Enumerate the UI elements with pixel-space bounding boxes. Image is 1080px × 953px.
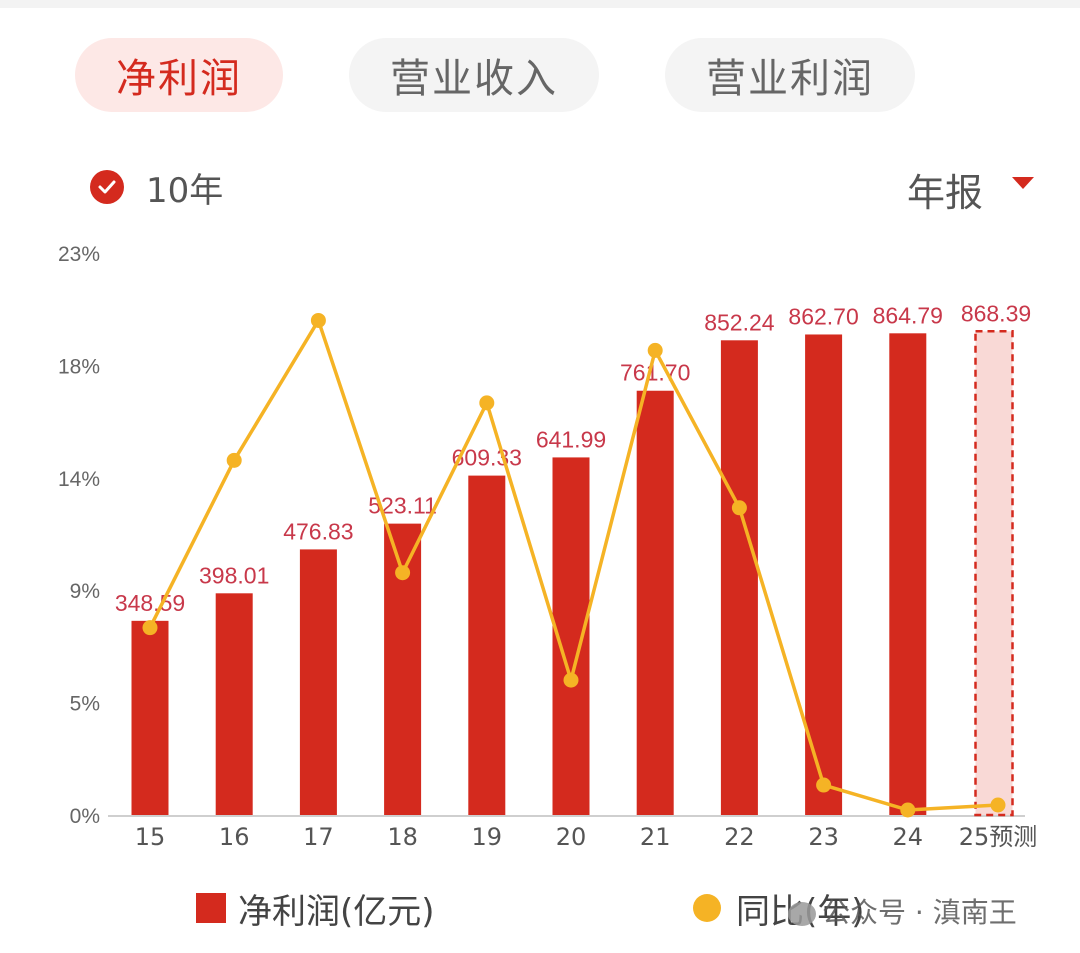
bar-value-label: 609.33	[452, 445, 522, 471]
bar-value-label: 398.01	[199, 562, 269, 588]
forecast-bar	[974, 330, 1014, 817]
watermark-text: 公众号 · 滇南王	[822, 896, 1017, 929]
caret-down-icon[interactable]	[1012, 177, 1034, 189]
x-tick-label: 24	[893, 823, 924, 850]
y-tick-label: 5%	[70, 693, 100, 716]
x-tick-label: 15	[135, 823, 166, 850]
checkbox-10-years[interactable]	[90, 170, 124, 204]
top-strip	[0, 0, 1080, 8]
yoy-point	[395, 565, 411, 581]
range-label: 10年	[146, 171, 224, 211]
bar	[889, 333, 927, 815]
yoy-point	[563, 672, 579, 688]
legend-line-swatch	[693, 894, 721, 922]
bar	[720, 340, 758, 815]
bar	[805, 334, 843, 815]
bar-value-label: 476.83	[283, 518, 353, 544]
y-tick-label: 14%	[58, 468, 100, 491]
wechat-logo-icon	[788, 902, 816, 926]
yoy-point	[731, 500, 747, 516]
x-tick-label: 25预测	[959, 823, 1038, 850]
x-tick-label: 20	[556, 823, 587, 850]
yoy-point	[816, 777, 832, 793]
x-tick-label: 16	[219, 823, 250, 850]
x-tick-label: 22	[724, 823, 755, 850]
bar-value-label: 868.39	[961, 300, 1031, 326]
legend-bar-swatch	[196, 893, 226, 923]
yoy-point	[990, 797, 1006, 813]
bar-value-label: 348.59	[115, 590, 185, 616]
bar	[131, 620, 169, 815]
y-tick-label: 18%	[58, 355, 100, 378]
bar-value-label: 862.70	[788, 303, 858, 329]
y-tick-label: 23%	[58, 243, 100, 266]
x-tick-label: 19	[472, 823, 503, 850]
net-profit-chart: 23%18%14%9%5%0%348.59398.01476.83523.116…	[58, 243, 1038, 850]
period-select[interactable]: 年报	[907, 171, 984, 215]
watermark: 公众号 · 滇南王	[788, 891, 1017, 931]
bar-value-label: 641.99	[536, 426, 606, 452]
yoy-point	[310, 312, 326, 328]
tab-operating-profit[interactable]: 营业利润	[665, 38, 915, 112]
tab-revenue[interactable]: 营业收入	[349, 38, 599, 112]
bar	[299, 549, 337, 815]
legend-bar-label: 净利润(亿元)	[238, 892, 435, 932]
y-tick-label: 0%	[70, 805, 100, 828]
y-tick-label: 9%	[70, 580, 100, 603]
yoy-point	[900, 802, 916, 818]
bar	[636, 390, 674, 815]
bar-value-label: 761.70	[620, 360, 690, 386]
bar-value-label: 864.79	[873, 302, 943, 328]
x-tick-label: 18	[387, 823, 418, 850]
check-icon	[98, 180, 116, 194]
x-tick-label: 21	[640, 823, 671, 850]
yoy-point	[647, 342, 663, 358]
bar	[215, 593, 253, 815]
yoy-point	[142, 620, 158, 636]
yoy-point	[479, 395, 495, 411]
tab-net-profit[interactable]: 净利润	[75, 38, 283, 112]
bar	[468, 475, 506, 815]
bar-value-label: 852.24	[704, 309, 775, 335]
yoy-point	[226, 452, 242, 468]
x-tick-label: 23	[808, 823, 839, 850]
x-tick-label: 17	[303, 823, 334, 850]
